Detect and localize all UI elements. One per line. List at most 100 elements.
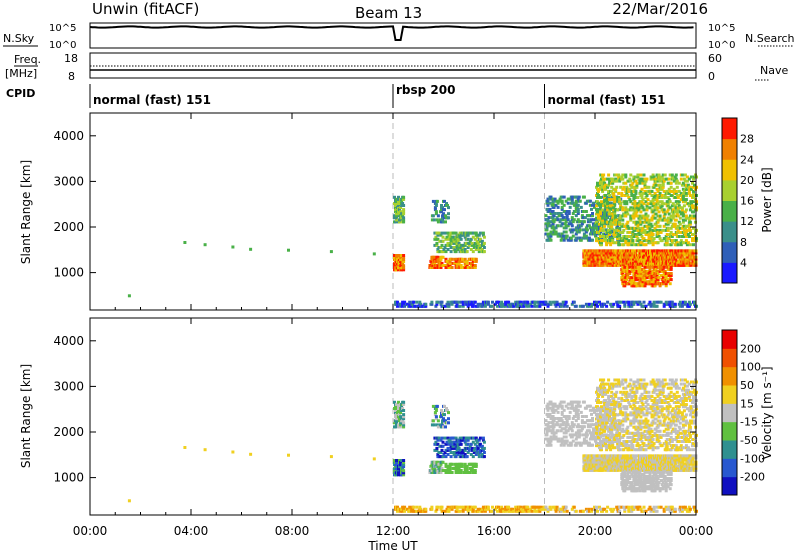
power-cell bbox=[599, 210, 602, 214]
colorbar-swatch bbox=[722, 138, 737, 160]
velocity-cell bbox=[564, 423, 568, 427]
power-cell bbox=[692, 226, 695, 230]
power-cell bbox=[598, 249, 602, 253]
power-cell bbox=[474, 259, 478, 263]
power-cell bbox=[669, 278, 673, 282]
power-cell bbox=[604, 187, 608, 191]
velocity-cell bbox=[436, 419, 440, 423]
power-cell bbox=[600, 241, 603, 245]
power-cell bbox=[524, 302, 528, 306]
power-cell bbox=[628, 230, 632, 234]
power-cell bbox=[559, 302, 563, 306]
power-cell bbox=[609, 263, 613, 267]
power-cell bbox=[677, 251, 681, 255]
velocity-cell bbox=[651, 454, 655, 458]
velocity-cell bbox=[398, 425, 401, 429]
power-cell bbox=[680, 302, 684, 306]
power-cell bbox=[477, 233, 481, 237]
velocity-cell bbox=[395, 404, 398, 408]
power-cell bbox=[668, 233, 672, 236]
power-cell bbox=[612, 261, 616, 265]
velocity-cell bbox=[551, 415, 555, 418]
power-cell bbox=[598, 187, 601, 191]
power-cell bbox=[650, 194, 654, 197]
power-cell bbox=[587, 224, 591, 228]
power-cell bbox=[651, 239, 655, 243]
velocity-cell bbox=[562, 421, 566, 425]
velocity-cell bbox=[443, 469, 447, 472]
velocity-cell bbox=[452, 446, 456, 450]
power-cell bbox=[473, 237, 477, 241]
power-cell bbox=[643, 183, 647, 187]
velocity-cell bbox=[633, 456, 637, 460]
power-cell bbox=[650, 208, 654, 212]
power-cell bbox=[595, 204, 598, 208]
velocity-cell bbox=[630, 456, 634, 460]
power-cell bbox=[607, 191, 611, 195]
power-cell bbox=[183, 241, 187, 244]
power-cell bbox=[623, 274, 627, 277]
power-cell bbox=[681, 241, 685, 245]
power-cell bbox=[658, 191, 662, 195]
power-cell bbox=[596, 200, 599, 204]
power-cell bbox=[552, 228, 556, 232]
velocity-cell bbox=[584, 439, 588, 443]
power-cell bbox=[678, 206, 682, 210]
power-cell bbox=[639, 302, 643, 306]
power-cell bbox=[684, 198, 688, 202]
velocity-cell bbox=[570, 402, 574, 406]
power-cell bbox=[599, 216, 602, 220]
velocity-cell bbox=[527, 509, 531, 513]
velocity-cell bbox=[504, 505, 508, 509]
power-cell bbox=[608, 198, 612, 202]
power-cell bbox=[566, 218, 570, 222]
velocity-cell bbox=[576, 423, 580, 427]
velocity-cell bbox=[648, 460, 651, 464]
power-cell bbox=[623, 212, 627, 216]
power-cell bbox=[616, 238, 620, 242]
velocity-cell bbox=[468, 471, 472, 474]
power-cell bbox=[459, 266, 463, 269]
velocity-cell bbox=[533, 507, 537, 511]
power-cell bbox=[618, 200, 622, 204]
power-cell bbox=[656, 179, 660, 183]
velocity-cell bbox=[595, 429, 598, 433]
power-cell bbox=[654, 222, 658, 226]
power-cell bbox=[678, 304, 682, 308]
power-cell bbox=[635, 276, 639, 280]
power-cell bbox=[560, 199, 564, 203]
velocity-cell bbox=[433, 460, 437, 464]
velocity-cell bbox=[558, 402, 562, 406]
power-cell bbox=[617, 175, 621, 179]
power-cell bbox=[693, 214, 696, 218]
velocity-cell bbox=[475, 444, 479, 448]
power-cell bbox=[476, 241, 480, 245]
power-cell bbox=[549, 302, 553, 306]
power-cell bbox=[687, 189, 691, 193]
velocity-cell bbox=[469, 507, 473, 511]
velocity-cell bbox=[643, 466, 646, 470]
velocity-cell bbox=[481, 438, 485, 442]
velocity-cell bbox=[481, 448, 485, 452]
power-cell bbox=[655, 304, 659, 308]
velocity-cell bbox=[408, 509, 412, 513]
power-cell bbox=[612, 208, 616, 212]
power-cell bbox=[653, 253, 657, 257]
power-cell bbox=[667, 272, 671, 275]
velocity-cell bbox=[474, 464, 478, 468]
power-cell bbox=[574, 232, 578, 236]
power-cell bbox=[600, 202, 603, 206]
power-cell bbox=[592, 228, 595, 232]
velocity-cell bbox=[439, 451, 443, 454]
power-cell bbox=[652, 300, 656, 304]
power-cell bbox=[636, 224, 640, 228]
velocity-cell bbox=[466, 442, 470, 446]
power-cell bbox=[452, 246, 456, 249]
velocity-cell bbox=[604, 437, 608, 441]
power-cell bbox=[443, 246, 447, 249]
power-cell bbox=[677, 259, 681, 263]
power-cell bbox=[435, 243, 439, 247]
power-cell bbox=[651, 210, 655, 214]
power-cell bbox=[587, 304, 591, 308]
power-cell bbox=[674, 239, 678, 243]
